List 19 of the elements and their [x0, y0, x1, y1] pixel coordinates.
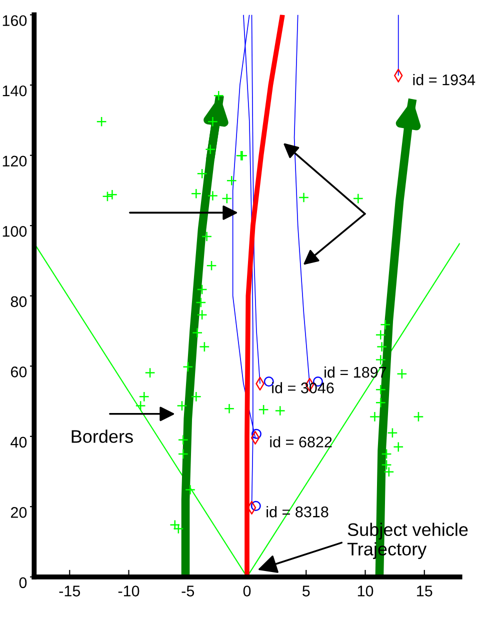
x-tick-label: -10 — [118, 586, 140, 596]
y-tick-label: 60 — [10, 366, 27, 378]
x-tick-label: 5 — [302, 586, 310, 596]
x-tick-label: -5 — [182, 586, 194, 596]
annotation: id = 6822 — [270, 436, 332, 448]
y-tick-label: 160 — [2, 15, 27, 26]
y-tick-label: 80 — [10, 296, 27, 308]
y-tick-label: 140 — [2, 85, 27, 96]
y-tick-label: 100 — [2, 226, 27, 237]
x-tick-label: -15 — [59, 586, 80, 596]
y-tick-label: 40 — [10, 436, 27, 448]
x-tick-label: 10 — [358, 586, 374, 596]
y-tick-label: 20 — [10, 507, 27, 518]
x-tick-label: 15 — [417, 586, 432, 596]
x-tick-label: 0 — [243, 586, 251, 596]
y-tick-label: 0 — [19, 577, 27, 588]
y-tick-label: 120 — [2, 156, 27, 167]
annotation: Borders — [72, 430, 133, 443]
annotation: id = 1934 — [413, 74, 476, 86]
